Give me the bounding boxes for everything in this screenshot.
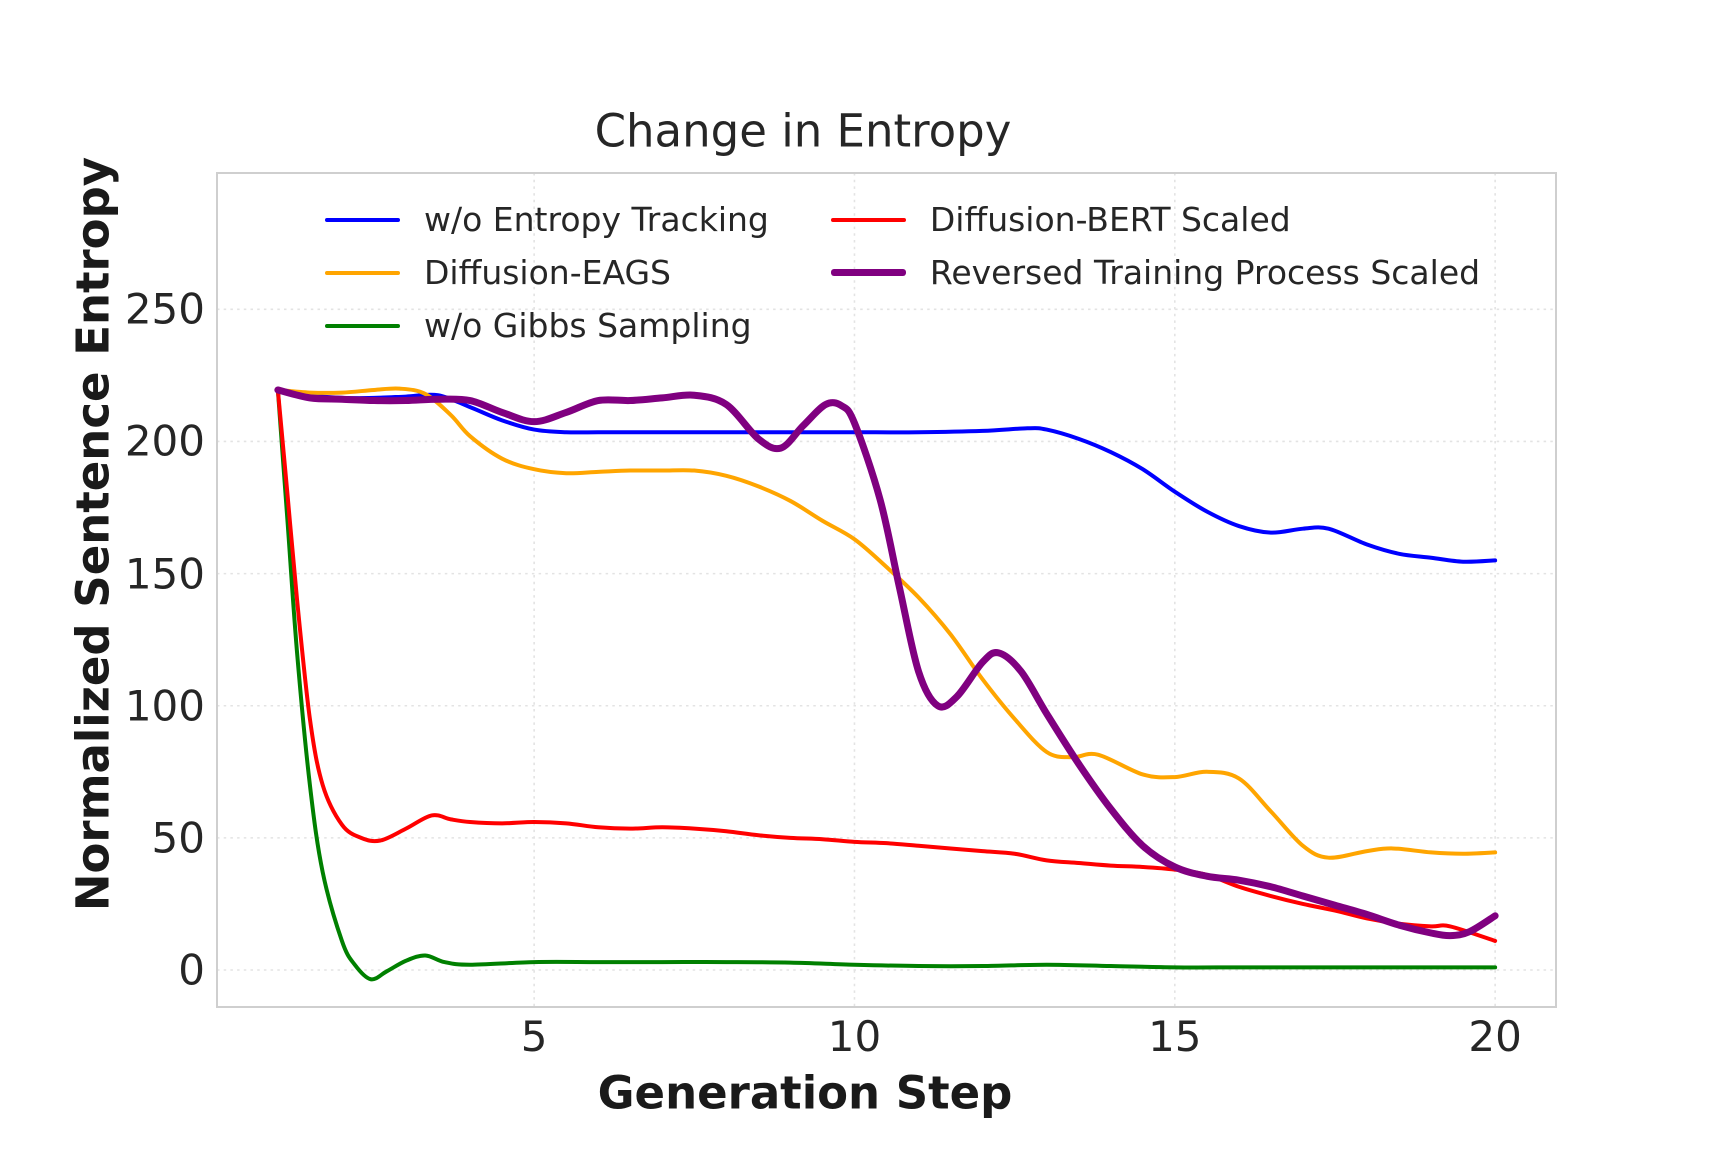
legend-item-wo-entropy-tracking: w/o Entropy Tracking <box>325 193 769 246</box>
legend-item-diffusion-bert-scaled: Diffusion-BERT Scaled <box>830 193 1480 246</box>
legend-item-wo-gibbs-sampling: w/o Gibbs Sampling <box>325 299 769 352</box>
x-tick-label: 20 <box>1468 1012 1522 1061</box>
y-tick-label: 200 <box>124 416 205 466</box>
legend: w/o Entropy Tracking Diffusion-EAGS w/o Gi… <box>325 193 1480 352</box>
series-line-reversed-training-process-scaled <box>274 386 1499 940</box>
legend-swatch-reversed-training-process-scaled <box>830 269 906 276</box>
series-line-diffusion-bert-scaled <box>275 387 1498 943</box>
y-tick-label: 150 <box>124 549 205 599</box>
legend-swatch-diffusion-eags <box>325 270 400 275</box>
x-axis-label: Generation Step <box>597 1066 1013 1120</box>
legend-label: Diffusion-EAGS <box>424 253 671 292</box>
y-tick-label: 50 <box>151 813 205 863</box>
y-tick-label: 250 <box>124 284 205 334</box>
legend-label: Reversed Training Process Scaled <box>929 253 1481 292</box>
legend-label: w/o Gibbs Sampling <box>424 306 752 345</box>
legend-swatch-diffusion-bert-scaled <box>830 217 906 222</box>
series-line-wo-gibbs-sampling <box>275 387 1498 982</box>
legend-label: w/o Entropy Tracking <box>424 200 769 239</box>
x-tick-label: 15 <box>1148 1012 1202 1061</box>
y-tick-label: 100 <box>124 681 205 731</box>
legend-swatch-wo-gibbs-sampling <box>325 323 400 328</box>
legend-label: Diffusion-BERT Scaled <box>929 200 1291 239</box>
y-tick-label: 0 <box>178 945 205 995</box>
series-line-diffusion-eags <box>275 386 1498 860</box>
y-axis-label: Normalized Sentence Entropy <box>66 156 120 912</box>
legend-item-reversed-training-process-scaled: Reversed Training Process Scaled <box>830 246 1481 299</box>
chart-title: Change in Entropy <box>594 104 1012 158</box>
x-tick-label: 10 <box>827 1012 882 1061</box>
legend-item-diffusion-eags: Diffusion-EAGS <box>325 246 769 299</box>
legend-swatch-wo-entropy-tracking <box>325 217 400 222</box>
plot-border <box>216 172 1557 1008</box>
x-tick-label: 5 <box>520 1012 548 1061</box>
